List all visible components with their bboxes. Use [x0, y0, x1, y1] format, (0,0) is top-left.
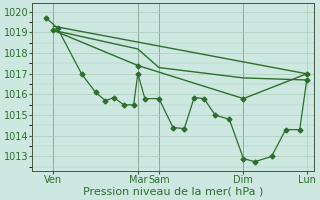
X-axis label: Pression niveau de la mer( hPa ): Pression niveau de la mer( hPa ) [83, 187, 263, 197]
